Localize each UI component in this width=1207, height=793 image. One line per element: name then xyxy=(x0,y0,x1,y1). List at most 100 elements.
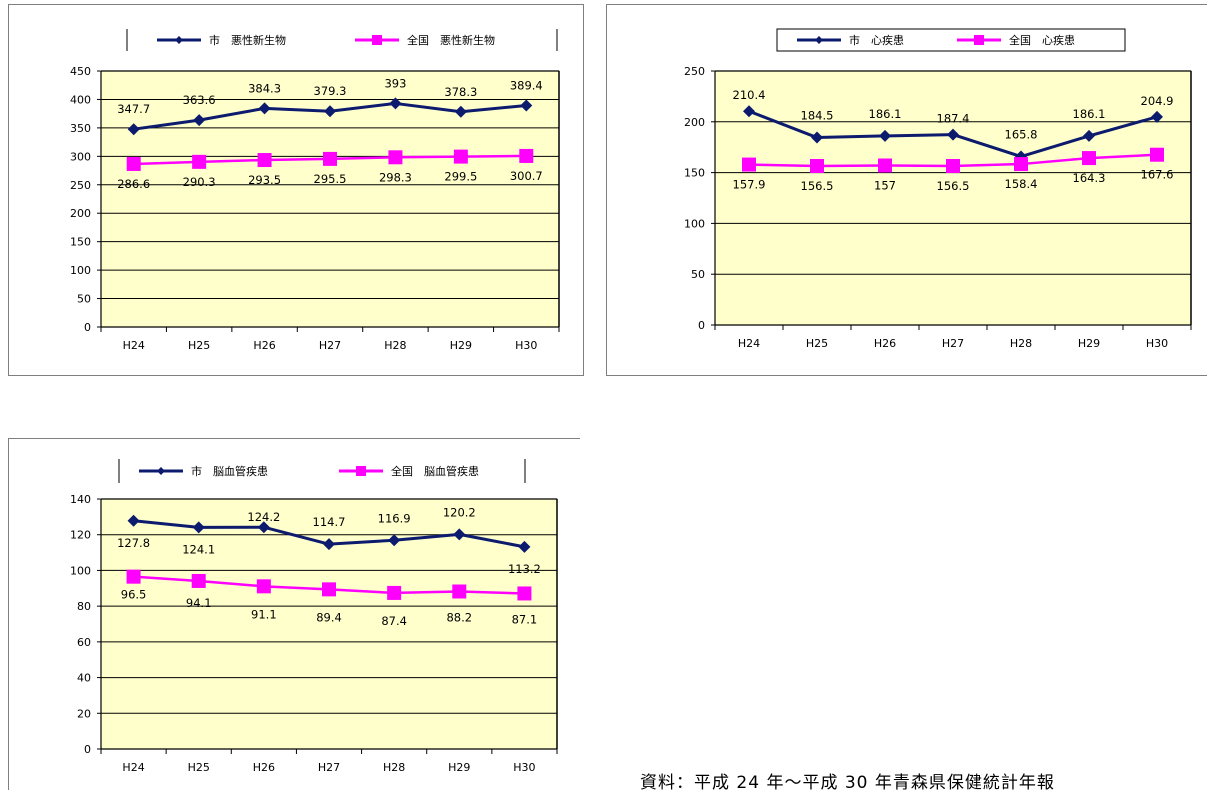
data-label: 88.2 xyxy=(446,611,472,625)
data-point-square xyxy=(878,158,892,173)
chart-panel-malignant-neoplasm: 0 50 100 150 200 250 300 350 400 450 H24 H25 H26 H27 H… xyxy=(8,4,584,376)
data-label: 89.4 xyxy=(316,610,342,624)
data-label: 299.5 xyxy=(444,170,477,184)
y-tick-label: 250 xyxy=(70,179,91,192)
y-tick-label: 60 xyxy=(77,636,91,649)
data-label: 157.9 xyxy=(733,178,766,192)
data-label: 186.1 xyxy=(1073,107,1106,121)
data-label: 384.3 xyxy=(248,81,281,95)
legend-marker-diamond xyxy=(175,36,183,44)
data-label: 187.4 xyxy=(937,112,970,126)
data-point-diamond xyxy=(1151,110,1163,123)
data-label: 157 xyxy=(874,178,896,192)
data-point-diamond xyxy=(193,114,206,127)
data-point-square xyxy=(388,150,403,165)
data-point-diamond xyxy=(947,128,959,141)
data-point-square xyxy=(257,153,272,168)
x-tick-label: H27 xyxy=(318,761,340,774)
legend-border xyxy=(776,28,1126,52)
y-tick-label: 120 xyxy=(70,529,91,542)
data-point-square xyxy=(742,157,756,172)
x-tick-label: H29 xyxy=(448,761,470,774)
y-tick-label: 80 xyxy=(77,600,91,613)
legend-entry: 市 脳血管疾患 xyxy=(191,464,268,478)
data-point-square xyxy=(322,582,336,597)
data-point-diamond xyxy=(388,534,401,547)
legend-marker-diamond xyxy=(157,467,165,475)
data-label: 300.7 xyxy=(510,169,543,183)
legend-marker-diamond xyxy=(815,36,823,44)
data-label: 347.7 xyxy=(117,102,150,116)
legend-entry: 市 悪性新生物 xyxy=(209,33,286,47)
y-tick-label: 40 xyxy=(77,672,91,685)
y-tick-label: 100 xyxy=(70,264,91,277)
source-note: 資料：平成 24 年～平成 30 年青森県保健統計年報 xyxy=(640,773,1055,793)
data-label: 295.5 xyxy=(314,172,347,186)
x-tick-label: H30 xyxy=(513,761,535,774)
data-point-diamond xyxy=(257,521,270,534)
data-point-diamond xyxy=(258,102,271,115)
y-tick-label: 50 xyxy=(77,293,91,306)
y-tick-label: 100 xyxy=(70,564,91,577)
legend-entry: 市 心疾患 xyxy=(849,33,904,47)
data-point-square xyxy=(1082,151,1096,166)
y-tick-label: 20 xyxy=(77,707,91,720)
data-label: 393 xyxy=(384,76,406,90)
x-tick-label: H24 xyxy=(738,337,760,350)
x-tick-label: H25 xyxy=(188,761,210,774)
data-label: 87.1 xyxy=(512,612,538,626)
data-label: 114.7 xyxy=(313,515,346,529)
data-point-diamond xyxy=(1083,129,1095,142)
legend-entry: 全国 心疾患 xyxy=(1009,33,1075,47)
chart-cerebrovascular-disease: 0 20 40 60 80 100 120 140 H24 H25 H26 H27 H28 H29 H30 市… xyxy=(70,459,558,774)
x-tick-label: H27 xyxy=(942,337,964,350)
data-point-diamond xyxy=(454,105,467,118)
data-point-square xyxy=(126,569,141,584)
legend-entry: 全国 脳血管疾患 xyxy=(391,464,479,478)
y-tick-label: 100 xyxy=(684,217,705,230)
data-label: 113.2 xyxy=(508,562,541,576)
data-point-square xyxy=(323,151,337,166)
data-label: 363.6 xyxy=(183,93,216,107)
chart-panel-cerebrovascular-disease: 0 20 40 60 80 100 120 140 H24 H25 H26 H27 H28 H29 H30 市… xyxy=(8,438,580,790)
panel-border-top xyxy=(9,438,580,439)
y-tick-label: 0 xyxy=(84,743,91,756)
data-point-diamond xyxy=(323,538,335,551)
data-label: 91.1 xyxy=(251,607,277,621)
y-tick-label: 140 xyxy=(70,493,91,506)
y-tick-label: 250 xyxy=(684,65,705,78)
data-point-square xyxy=(453,149,468,164)
data-label: 378.3 xyxy=(444,85,477,99)
data-point-diamond xyxy=(453,528,466,541)
plot-area xyxy=(715,71,1191,325)
legend-marker-square xyxy=(974,35,984,45)
data-label: 186.1 xyxy=(869,107,902,121)
data-label: 165.8 xyxy=(1005,128,1038,142)
x-tick-label: H25 xyxy=(188,339,210,352)
data-label: 210.4 xyxy=(733,88,766,102)
legend-entry: 全国 悪性新生物 xyxy=(407,33,495,47)
y-tick-label: 300 xyxy=(70,150,91,163)
data-label: 379.3 xyxy=(314,84,347,98)
data-point-square xyxy=(1150,147,1164,162)
x-tick-label: H25 xyxy=(806,337,828,350)
data-label: 290.3 xyxy=(183,175,216,189)
x-tick-label: H24 xyxy=(122,761,144,774)
legend-marker-square xyxy=(356,466,366,476)
data-label: 156.5 xyxy=(937,179,970,193)
x-tick-label: H28 xyxy=(1010,337,1032,350)
data-point-square xyxy=(1014,157,1028,172)
data-label: 286.6 xyxy=(117,177,150,191)
data-point-diamond xyxy=(518,540,531,553)
x-tick-label: H29 xyxy=(1078,337,1100,350)
data-point-square xyxy=(191,573,206,588)
data-label: 293.5 xyxy=(248,173,281,187)
data-point-diamond xyxy=(192,521,205,534)
chart-malignant-neoplasm: 0 50 100 150 200 250 300 350 400 450 H24 H25 H26 H27 H… xyxy=(70,29,560,352)
y-tick-label: 350 xyxy=(70,122,91,135)
data-label: 96.5 xyxy=(121,588,147,602)
data-label: 94.1 xyxy=(186,596,212,610)
x-tick-label: H29 xyxy=(450,339,472,352)
data-label: 156.5 xyxy=(801,179,834,193)
y-tick-label: 0 xyxy=(698,319,705,332)
